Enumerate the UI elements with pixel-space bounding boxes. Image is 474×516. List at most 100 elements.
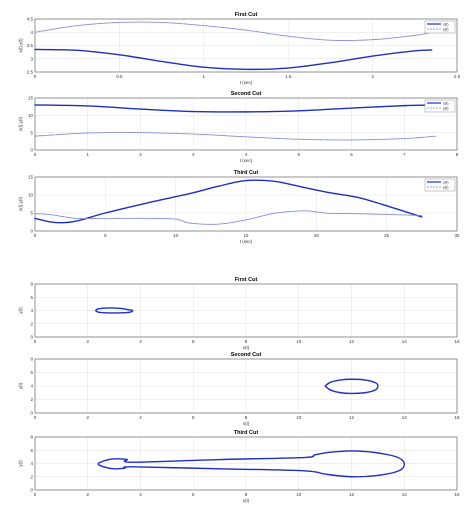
x-tick-label: 1 <box>86 152 89 157</box>
y-tick-label: 3.5 <box>27 43 34 48</box>
x-axis-label: t (sec) <box>240 239 253 244</box>
y-tick-label: 3 <box>30 56 33 61</box>
x-tick-label: 0 <box>34 415 37 420</box>
x-tick-label: 12 <box>349 492 355 497</box>
x-tick-label: 7 <box>403 152 406 157</box>
axes-frame <box>34 18 458 73</box>
x-tick-label: 1 <box>203 74 206 79</box>
series-line-yt <box>34 210 423 225</box>
x-tick-label: 4 <box>245 152 248 157</box>
y-tick-label: 6 <box>30 295 33 300</box>
y-tick-label: 8 <box>30 435 33 440</box>
y-axis-label: y(t) <box>18 307 23 314</box>
series-line-xt <box>34 104 437 113</box>
x-tick-label: 4 <box>139 415 142 420</box>
y-tick-label: 0 <box>30 335 33 340</box>
x-tick-label: 0 <box>34 492 37 497</box>
x-tick-label: 3 <box>192 152 195 157</box>
x-tick-label: 0 <box>34 233 37 238</box>
legend: x(t)y(t) <box>424 20 456 34</box>
series-line-yt <box>34 132 437 141</box>
x-tick-label: 4 <box>139 339 142 344</box>
x-tick-label: 2 <box>139 152 142 157</box>
x-tick-label: 6 <box>192 492 195 497</box>
y-tick-label: 8 <box>30 357 33 362</box>
y-tick-label: 2 <box>30 397 33 402</box>
y-tick-label: 15 <box>28 175 34 180</box>
x-tick-label: 8 <box>245 492 248 497</box>
x-tick-label: 16 <box>454 492 460 497</box>
x-tick-label: 6 <box>192 415 195 420</box>
x-tick-label: 6 <box>192 339 195 344</box>
x-tick-label: 10 <box>296 492 302 497</box>
x-tick-label: 8 <box>456 152 459 157</box>
x-axis-label: t (sec) <box>240 158 253 163</box>
x-tick-label: 15 <box>243 233 249 238</box>
series-line-xt <box>34 48 433 71</box>
x-tick-label: 16 <box>454 339 460 344</box>
y-axis-label: y(t) <box>18 460 23 467</box>
x-tick-label: 2 <box>86 339 89 344</box>
y-tick-label: 10 <box>28 113 34 118</box>
axes-frame <box>34 358 458 414</box>
y-tick-label: 0 <box>30 411 33 416</box>
y-tick-label: 4 <box>30 30 33 35</box>
y-tick-label: 6 <box>30 448 33 453</box>
chart-title: First Cut <box>235 12 258 18</box>
legend-label: x(t) <box>443 22 449 26</box>
chart-panel-4: 0 2 4 6 8 10 12 14 16 0 2 4 6 8 First Cut x(t) y(t) <box>18 277 460 350</box>
x-axis-label: x(t) <box>243 421 250 426</box>
x-tick-label: 2 <box>86 415 89 420</box>
y-tick-label: 4 <box>30 384 33 389</box>
x-tick-label: 1.5 <box>285 74 292 79</box>
legend-box <box>424 99 456 113</box>
legend-box <box>424 20 456 34</box>
x-tick-label: 14 <box>402 492 408 497</box>
x-tick-label: 8 <box>245 415 248 420</box>
chart-title: First Cut <box>235 277 258 283</box>
x-tick-label: 12 <box>349 339 355 344</box>
legend-label: y(t) <box>443 27 449 31</box>
x-tick-label: 10 <box>296 339 302 344</box>
axes-frame <box>34 283 458 338</box>
y-tick-label: 0 <box>30 229 33 234</box>
y-axis-label: y(t) <box>18 382 23 389</box>
series-line-path <box>324 378 379 395</box>
y-tick-label: 2 <box>30 474 33 479</box>
y-tick-label: 4 <box>30 461 33 466</box>
y-tick-label: 6 <box>30 370 33 375</box>
x-tick-label: 12 <box>349 415 355 420</box>
axes-frame <box>34 97 458 151</box>
x-tick-label: 2.5 <box>454 74 461 79</box>
chart-panel-1: 0 0.5 1 1.5 2 2.5 2.5 3 3.5 4 4.5 First Cut t (sec) x… <box>18 12 461 85</box>
axes-frame <box>34 176 458 232</box>
legend-label: y(t) <box>443 185 449 189</box>
legend: x(t)y(t) <box>424 99 456 113</box>
chart-title: Third Cut <box>234 430 259 436</box>
y-tick-label: 0 <box>30 488 33 493</box>
chart-title: Second Cut <box>231 352 262 358</box>
y-axis-label: x(t),y(t) <box>18 38 23 53</box>
y-axis-label: x(t),y(t) <box>18 196 23 211</box>
x-tick-label: 0.5 <box>116 74 123 79</box>
x-tick-label: 8 <box>245 339 248 344</box>
x-tick-label: 2 <box>371 74 374 79</box>
chart-title: Third Cut <box>234 170 259 176</box>
y-tick-label: 0 <box>30 148 33 153</box>
chart-panel-5: 0 2 4 6 8 10 12 14 16 0 2 4 6 8 Second Cut x(t) y(t) <box>18 352 460 426</box>
series-line-path <box>97 450 406 478</box>
legend-label: x(t) <box>443 180 449 184</box>
x-tick-label: 10 <box>296 415 302 420</box>
x-tick-label: 0 <box>34 74 37 79</box>
x-tick-label: 25 <box>384 233 390 238</box>
y-tick-label: 8 <box>30 282 33 287</box>
x-axis-label: x(t) <box>243 498 250 503</box>
y-tick-label: 2 <box>30 321 33 326</box>
y-tick-label: 4 <box>30 308 33 313</box>
chart-panel-2: 0 1 2 3 4 5 6 7 8 0 5 10 15 Second Cut t (sec) x(t),y(t… <box>18 91 459 163</box>
x-tick-label: 10 <box>173 233 179 238</box>
legend-label: x(t) <box>443 101 449 105</box>
x-tick-label: 5 <box>104 233 107 238</box>
series-line-path <box>94 307 134 314</box>
